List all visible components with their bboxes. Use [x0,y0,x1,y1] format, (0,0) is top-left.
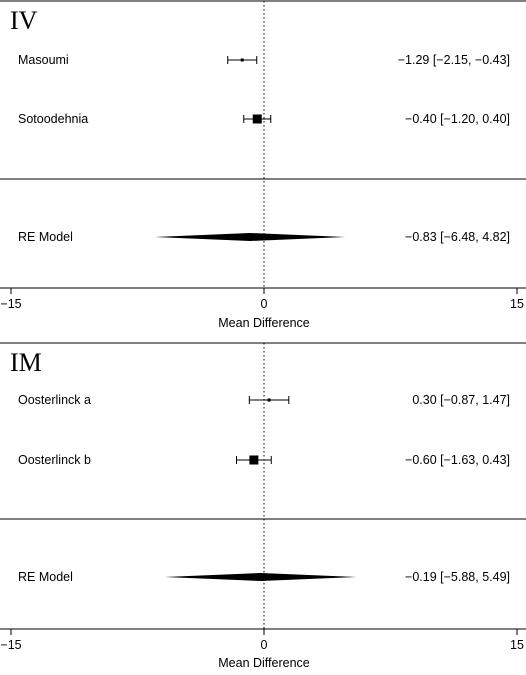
study-label: Oosterlinck a [18,393,91,407]
panel-title: IM [10,348,42,377]
point-estimate [252,114,262,124]
summary-ci-text: −0.83 [−6.48, 4.82] [405,230,510,244]
summary-label: RE Model [18,570,73,584]
effect-ci-text: −0.60 [−1.63, 0.43] [405,453,510,467]
point-estimate [240,58,244,62]
x-tick-label: 0 [261,638,268,652]
summary-diamond [164,573,357,581]
x-axis-label: Mean Difference [218,656,310,670]
x-tick-label: −15 [0,638,21,652]
effect-ci-text: −0.40 [−1.20, 0.40] [405,112,510,126]
summary-ci-text: −0.19 [−5.88, 5.49] [405,570,510,584]
point-estimate [249,455,259,465]
x-tick-label: −15 [0,297,21,311]
x-tick-label: 0 [261,297,268,311]
point-estimate [267,398,271,402]
summary-label: RE Model [18,230,73,244]
x-tick-label: 15 [510,638,524,652]
summary-diamond [154,233,346,241]
study-label: Sotoodehnia [18,112,88,126]
x-tick-label: 15 [510,297,524,311]
panel-title: IV [10,6,38,35]
effect-ci-text: 0.30 [−0.87, 1.47] [412,393,510,407]
x-axis-label: Mean Difference [218,316,310,330]
study-label: Oosterlinck b [18,453,91,467]
effect-ci-text: −1.29 [−2.15, −0.43] [398,53,510,67]
study-label: Masoumi [18,53,69,67]
